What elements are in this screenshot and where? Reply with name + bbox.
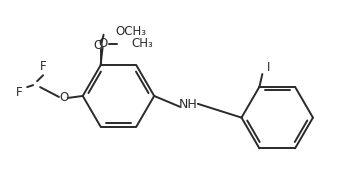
Text: I: I xyxy=(267,61,270,74)
Text: F: F xyxy=(40,60,46,73)
Text: O: O xyxy=(98,37,107,50)
Text: F: F xyxy=(16,86,22,99)
Text: O: O xyxy=(59,92,69,104)
Text: NH: NH xyxy=(178,98,197,111)
Text: CH₃: CH₃ xyxy=(131,37,153,50)
Text: O: O xyxy=(93,39,102,52)
Text: OCH₃: OCH₃ xyxy=(116,25,146,38)
